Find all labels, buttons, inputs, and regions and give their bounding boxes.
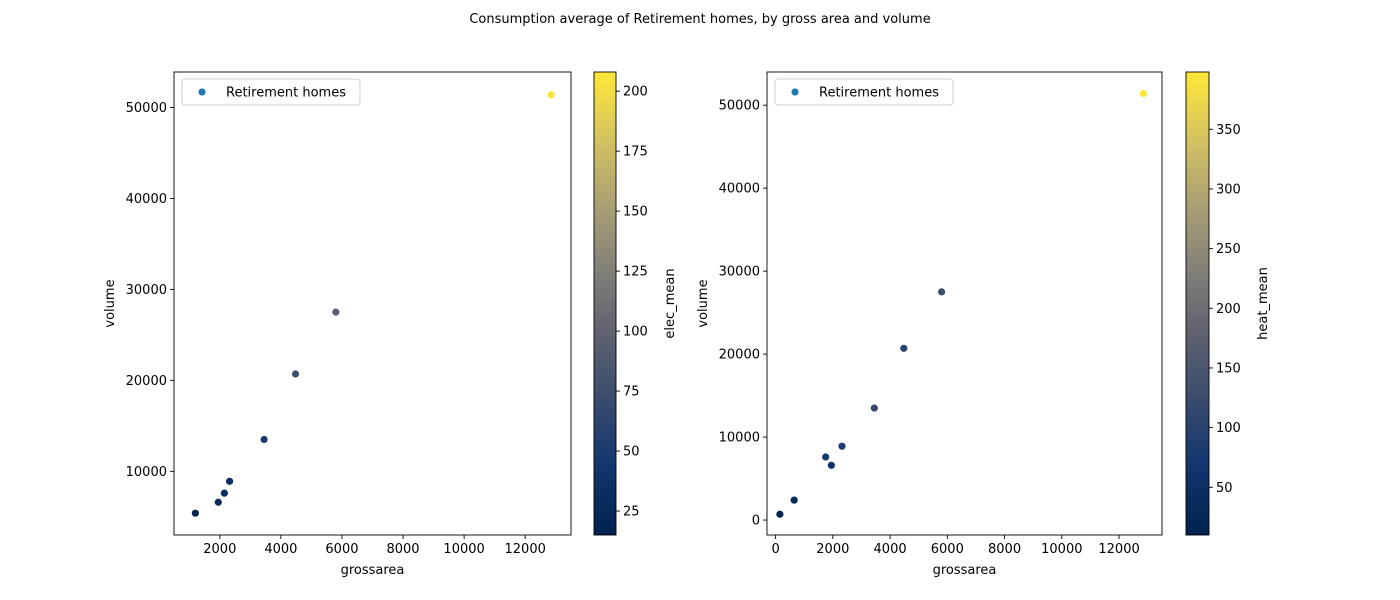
x-tick-label: 10000 bbox=[1041, 542, 1082, 557]
y-tick-label: 20000 bbox=[126, 374, 167, 389]
legend-frame bbox=[774, 78, 954, 106]
data-point bbox=[291, 370, 300, 378]
colorbar-heat: 50 100 150 200 250 300 350 heat_mean bbox=[1185, 71, 1271, 536]
data-point bbox=[870, 404, 878, 412]
axes-frame bbox=[173, 71, 572, 536]
figure-title: Consumption average of Retirement homes,… bbox=[469, 12, 930, 27]
x-axis-label: grossarea bbox=[933, 563, 997, 578]
data-point bbox=[838, 442, 846, 450]
data-point bbox=[776, 510, 784, 518]
data-point bbox=[225, 477, 234, 485]
data-point bbox=[547, 91, 555, 99]
legend: Retirement homes bbox=[774, 78, 954, 106]
colorbar-tick-label: 300 bbox=[1216, 182, 1241, 197]
y-axis-label: volume bbox=[103, 279, 118, 327]
legend-marker bbox=[198, 88, 206, 96]
colorbar-label: heat_mean bbox=[1256, 267, 1271, 340]
colorbar-tick-label: 50 bbox=[1216, 481, 1233, 496]
y-tick-label: 30000 bbox=[719, 265, 760, 280]
axes-frame bbox=[766, 71, 1163, 536]
y-tick-label: 20000 bbox=[719, 348, 760, 363]
colorbar-tick-label: 250 bbox=[1216, 242, 1241, 257]
colorbar-tick-label: 200 bbox=[1216, 302, 1241, 317]
colorbar-gradient bbox=[1185, 71, 1210, 536]
x-tick-label: 10000 bbox=[443, 542, 484, 557]
legend-frame bbox=[181, 78, 361, 106]
x-tick-label: 12000 bbox=[505, 542, 546, 557]
x-axis-label: grossarea bbox=[341, 563, 405, 578]
colorbar-tick-label: 100 bbox=[623, 325, 648, 340]
y-axis-label: volume bbox=[696, 279, 711, 327]
x-tick-label: 0 bbox=[771, 542, 779, 557]
colorbar-tick-label: 75 bbox=[623, 385, 640, 400]
data-point bbox=[938, 288, 946, 296]
y-tick-label: 0 bbox=[752, 514, 760, 529]
y-tick-label: 50000 bbox=[126, 101, 167, 116]
y-tick-label: 40000 bbox=[719, 182, 760, 197]
x-tick-label: 2000 bbox=[816, 542, 849, 557]
colorbar-tick-label: 125 bbox=[623, 265, 648, 280]
y-tick-label: 30000 bbox=[126, 283, 167, 298]
y-tick-label: 10000 bbox=[719, 431, 760, 446]
data-point bbox=[900, 344, 908, 352]
scatter-plot-elec: 2000 4000 6000 8000 10000 12000 10000 20000 3000… bbox=[103, 71, 572, 578]
data-point bbox=[214, 498, 222, 506]
x-tick-label: 12000 bbox=[1098, 542, 1139, 557]
x-tick-label: 2000 bbox=[203, 542, 236, 557]
colorbar-tick-label: 50 bbox=[623, 445, 640, 460]
colorbar-tick-label: 150 bbox=[623, 205, 648, 220]
colorbar-tick-label: 200 bbox=[623, 85, 648, 100]
colorbar-gradient bbox=[593, 71, 617, 536]
legend: Retirement homes bbox=[181, 78, 361, 106]
data-point bbox=[260, 435, 268, 444]
colorbar-tick-label: 150 bbox=[1216, 361, 1241, 376]
y-tick-label: 40000 bbox=[126, 192, 167, 207]
y-tick-label: 10000 bbox=[126, 465, 167, 480]
colorbar-tick-label: 350 bbox=[1216, 123, 1241, 138]
legend-marker bbox=[791, 88, 799, 96]
data-point bbox=[332, 308, 340, 316]
x-tick-label: 4000 bbox=[874, 542, 907, 557]
data-point bbox=[1139, 89, 1147, 98]
colorbar-label: elec_mean bbox=[663, 268, 678, 338]
colorbar-tick-label: 25 bbox=[623, 505, 640, 520]
data-point bbox=[191, 509, 199, 517]
legend-label: Retirement homes bbox=[819, 86, 939, 101]
x-tick-label: 8000 bbox=[386, 542, 419, 557]
scatter-plot-heat: 0 2000 4000 6000 8000 10000 12000 0 10000 20000 30… bbox=[696, 71, 1163, 578]
colorbar-tick-label: 100 bbox=[1216, 421, 1241, 436]
colorbar-tick-label: 175 bbox=[623, 145, 648, 160]
data-point bbox=[790, 496, 798, 504]
x-tick-label: 8000 bbox=[988, 542, 1021, 557]
y-tick-label: 50000 bbox=[719, 99, 760, 114]
x-tick-label: 6000 bbox=[931, 542, 964, 557]
data-point bbox=[220, 489, 228, 497]
x-tick-label: 4000 bbox=[264, 542, 297, 557]
x-tick-label: 6000 bbox=[325, 542, 358, 557]
colorbar-elec: 25 50 75 100 125 150 175 200 elec_mean bbox=[593, 71, 678, 536]
legend-label: Retirement homes bbox=[226, 86, 346, 101]
data-point bbox=[822, 453, 830, 461]
data-point bbox=[827, 461, 836, 469]
